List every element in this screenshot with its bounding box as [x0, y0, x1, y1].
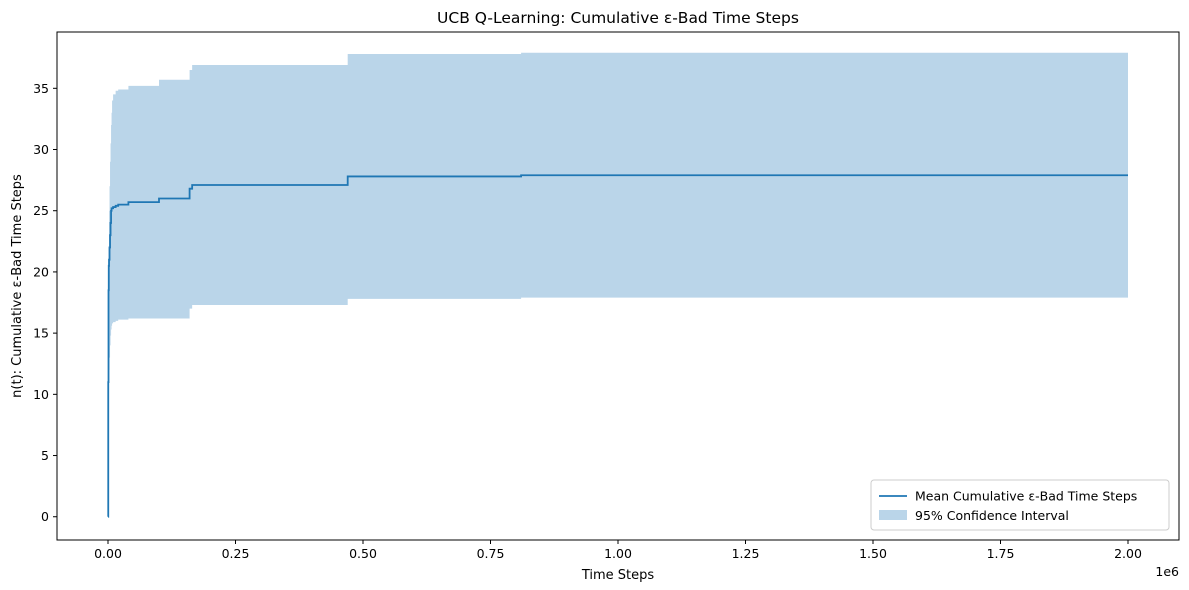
y-tick-label: 5: [41, 448, 49, 463]
x-tick-label: 1.25: [732, 546, 760, 561]
confidence-interval-band: [108, 52, 1128, 517]
x-tick-label: 0.00: [94, 546, 122, 561]
legend-swatch-ci: [879, 510, 907, 520]
x-tick-label: 1.75: [987, 546, 1015, 561]
x-tick-label: 0.75: [477, 546, 505, 561]
legend: Mean Cumulative ε-Bad Time Steps 95% Conf…: [870, 479, 1170, 531]
x-tick-label: 0.50: [349, 546, 377, 561]
x-tick-label: 1.00: [604, 546, 632, 561]
legend-box: [870, 479, 1170, 531]
chart-title: UCB Q-Learning: Cumulative ε-Bad Time St…: [437, 9, 799, 27]
y-tick-label: 20: [33, 264, 49, 279]
x-tick-label: 1.50: [859, 546, 887, 561]
y-tick-label: 0: [41, 509, 49, 524]
x-axis-offset-label: 1e6: [1155, 564, 1179, 579]
x-axis-label: Time Steps: [581, 568, 655, 583]
y-tick-label: 30: [33, 142, 49, 157]
y-axis-label: n(t): Cumulative ε-Bad Time Steps: [10, 174, 25, 398]
y-tick-label: 35: [33, 81, 49, 96]
mean-line: [107, 174, 1128, 518]
legend-label-mean: Mean Cumulative ε-Bad Time Steps: [915, 489, 1137, 504]
x-tick-label: 2.00: [1114, 546, 1142, 561]
y-tick-label: 15: [33, 326, 49, 341]
legend-label-ci: 95% Confidence Interval: [915, 508, 1069, 523]
x-tick-label: 0.25: [222, 546, 250, 561]
y-tick-label: 10: [33, 387, 49, 402]
y-tick-label: 25: [33, 203, 49, 218]
